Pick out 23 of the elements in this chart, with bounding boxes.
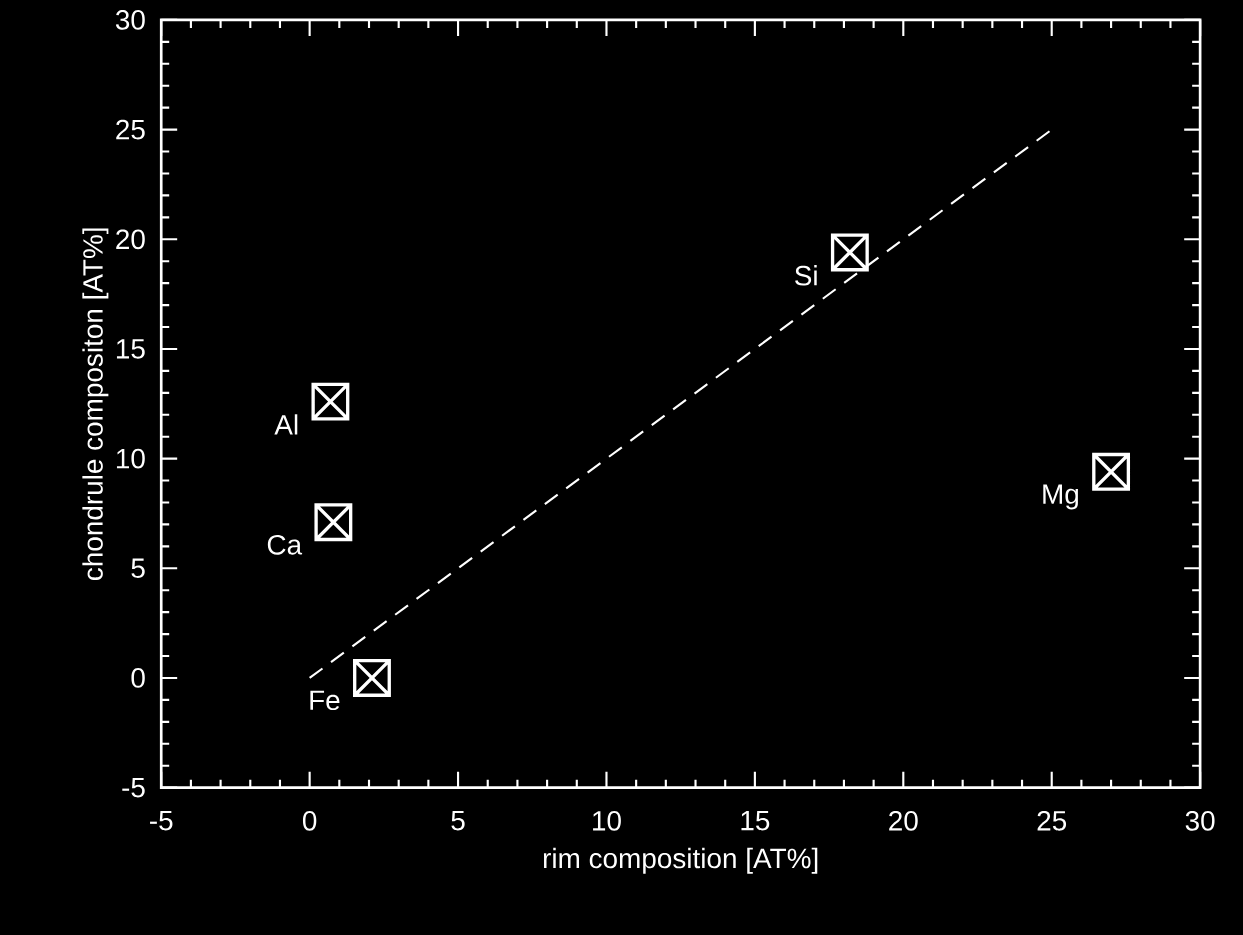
y-tick-label: 25 (116, 119, 145, 140)
x-tick-label: -5 (150, 810, 173, 831)
x-axis-title: rim composition [AT%] (543, 847, 818, 874)
y-tick-label: 5 (131, 558, 145, 578)
y-tick-label: 0 (131, 667, 145, 688)
y-axis-title: chondrule compositon [AT%] (82, 228, 109, 580)
x-tick-label: 0 (302, 810, 317, 831)
annotation: Ca (267, 534, 303, 555)
y-tick-label: 20 (116, 229, 145, 250)
y-tick-label: -5 (122, 777, 145, 798)
annotation: Al (274, 414, 298, 435)
x-tick-label: 10 (593, 810, 621, 831)
x-tick-label: 5 (451, 810, 465, 831)
x-tick-label: 25 (1037, 810, 1067, 831)
annotation: Fe (310, 690, 340, 711)
x-tick-label: 15 (741, 810, 770, 831)
x-tick-label: 30 (1185, 810, 1215, 831)
annotation: Si (795, 265, 817, 286)
y-tick-label: 10 (116, 448, 145, 469)
y-tick-label: 15 (116, 339, 145, 359)
annotation: Mg (1043, 484, 1078, 510)
x-tick-label: 20 (889, 810, 918, 831)
y-tick-label: 30 (115, 9, 145, 30)
